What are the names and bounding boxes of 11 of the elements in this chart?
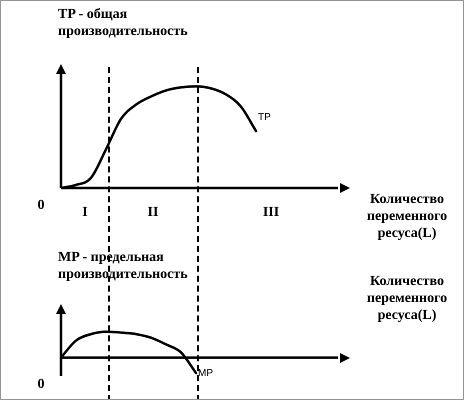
text: 0 bbox=[36, 376, 46, 393]
text: III bbox=[262, 204, 280, 221]
text: 0 bbox=[36, 197, 46, 214]
chart-title: TP - общая производительность bbox=[58, 6, 189, 40]
chart-title: MP - предельная производительность bbox=[58, 249, 189, 283]
text: II bbox=[146, 204, 160, 221]
text: I bbox=[81, 204, 89, 221]
x-axis-title: Количество переменного ресуса(L) bbox=[366, 273, 448, 324]
x-axis-title: Количество переменного ресуса(L) bbox=[366, 191, 448, 242]
series-label: TP bbox=[258, 112, 272, 123]
series-label: MP bbox=[198, 368, 214, 379]
